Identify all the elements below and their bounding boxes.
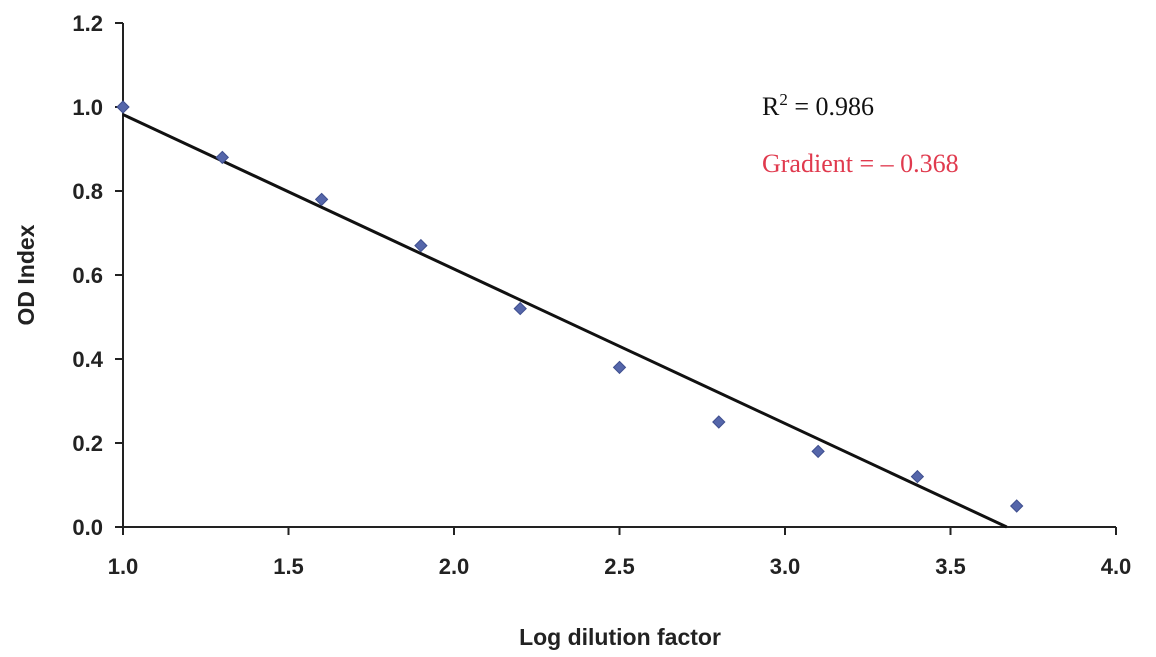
y-tick-label: 0.8 <box>72 179 103 204</box>
axes <box>115 22 1117 535</box>
data-point <box>811 444 825 459</box>
x-tick-label: 3.0 <box>770 554 801 579</box>
r-squared-annotation: R2 = 0.986 <box>762 90 874 121</box>
r-squared-superscript: 2 <box>779 90 788 109</box>
x-tick-label: 2.5 <box>604 554 635 579</box>
gradient-annotation: Gradient = – 0.368 <box>762 149 959 178</box>
trendline <box>122 113 1008 529</box>
r-squared-prefix: R <box>762 92 780 121</box>
data-point <box>910 469 925 484</box>
x-tick-label: 4.0 <box>1101 554 1132 579</box>
data-point <box>1009 499 1024 513</box>
data-point <box>712 415 726 429</box>
x-tick-label: 2.0 <box>439 554 470 579</box>
y-axis-label: OD Index <box>13 224 39 325</box>
data-point <box>513 301 527 316</box>
data-point <box>612 360 627 375</box>
x-axis-label: Log dilution factor <box>519 624 721 650</box>
data-point <box>414 238 428 253</box>
x-tick-label: 1.5 <box>273 554 304 579</box>
y-tick-label: 0.4 <box>72 347 103 372</box>
y-tick-label: 1.0 <box>72 95 103 120</box>
y-tick-label: 0.0 <box>72 515 103 540</box>
data-point <box>116 100 130 114</box>
data-point <box>215 150 230 165</box>
x-tick-label: 3.5 <box>935 554 966 579</box>
x-tick-label: 1.0 <box>108 554 139 579</box>
tick-labels: 1.0 1.5 2.0 2.5 3.0 3.5 4.0 0.0 0.2 0.4 0.6 0.8 1.0 1… <box>72 11 1131 579</box>
data-points <box>116 100 1024 513</box>
r-squared-value: = 0.986 <box>788 92 874 121</box>
y-tick-label: 1.2 <box>72 11 103 36</box>
y-tick-label: 0.2 <box>72 431 103 456</box>
data-point <box>314 192 329 207</box>
y-tick-label: 0.6 <box>72 263 103 288</box>
